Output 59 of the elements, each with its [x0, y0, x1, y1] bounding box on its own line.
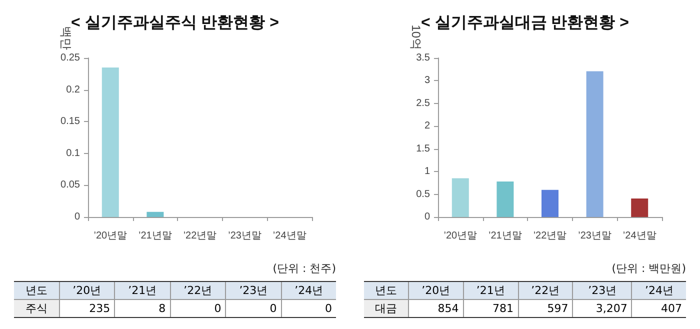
text: ’21년 [463, 282, 518, 300]
x-tick-label: ’23년말 [228, 230, 262, 242]
text: 대금 [364, 300, 409, 318]
x-tick-label: ’22년말 [183, 230, 217, 242]
text: ’22년 [170, 282, 226, 300]
text: ’24년 [281, 282, 336, 300]
bar [452, 178, 469, 217]
text: 8 [114, 300, 170, 318]
text: (단위 : 천주) [272, 261, 336, 276]
text: 407 [632, 300, 686, 318]
bar [586, 71, 604, 217]
y-tick-label: 0.05 [60, 180, 80, 191]
text: 년도 [364, 282, 409, 300]
text: ’20년 [59, 282, 115, 300]
x-tick-label: ’22년말 [533, 230, 567, 242]
text: (단위 : 백만원) [612, 261, 686, 276]
y-tick-label: 1.5 [416, 143, 430, 154]
y-tick-label: 0.15 [60, 116, 80, 128]
x-tick-label: ’21년말 [488, 230, 522, 242]
chart-title: < 실기주과실주식 반환현황 > [70, 14, 280, 32]
y-tick-label: 3.5 [416, 52, 430, 64]
y-tick-label: 3 [424, 75, 430, 86]
text: 781 [463, 300, 518, 318]
text: 235 [59, 300, 115, 318]
x-tick-label: ’21년말 [138, 230, 172, 242]
y-tick-label: 1 [424, 166, 430, 178]
text: ’20년 [408, 282, 464, 300]
x-tick-label: ’24년말 [622, 230, 656, 242]
bar [542, 190, 558, 217]
text: ’23년 [572, 282, 632, 300]
y-tick-label: 0.5 [416, 188, 430, 200]
text: ’23년 [226, 282, 282, 300]
x-tick-label: ’24년말 [272, 230, 306, 242]
y-tick-label: 2.5 [416, 98, 430, 109]
text: ’22년 [518, 282, 573, 300]
y-tick-label: 0.25 [60, 52, 80, 64]
x-tick-label: ’23년말 [578, 230, 612, 242]
x-tick-label: ’20년말 [94, 230, 128, 242]
text: 597 [518, 300, 573, 318]
text: 854 [408, 300, 464, 318]
y-axis-title: 10억 [409, 24, 423, 50]
bar [496, 182, 514, 217]
text: 주식 [14, 300, 60, 318]
text: 0 [226, 300, 282, 318]
y-axis-title: 백만 [59, 26, 73, 50]
chart-title: < 실기주과실대금 반환현황 > [420, 14, 630, 32]
y-tick-label: 0 [74, 212, 80, 222]
text: ’21년 [114, 282, 170, 300]
x-tick-label: ’20년말 [444, 230, 478, 242]
text: 년도 [14, 282, 60, 300]
y-tick-label: 0.2 [66, 84, 80, 96]
text: ’24년 [632, 282, 686, 300]
text: 3,207 [572, 300, 632, 318]
y-tick-label: 0 [424, 212, 430, 222]
y-tick-label: 0.1 [66, 148, 80, 159]
text: 0 [170, 300, 226, 318]
bar [631, 198, 648, 217]
y-tick-label: 2 [424, 120, 430, 132]
text: 0 [281, 300, 336, 318]
